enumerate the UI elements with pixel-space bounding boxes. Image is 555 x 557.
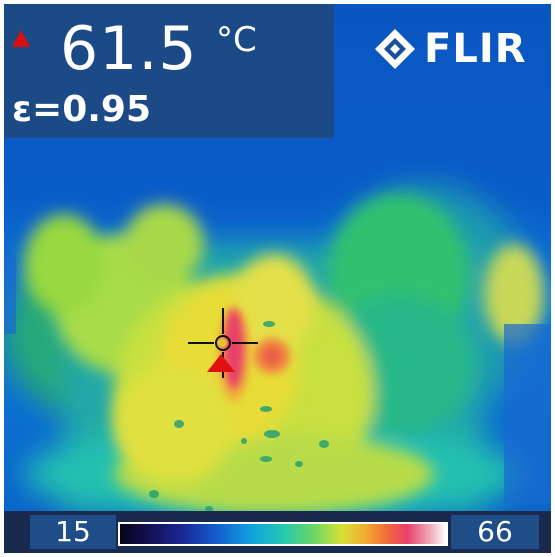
color-palette-gradient (118, 522, 448, 546)
scale-min-label: 15 (55, 515, 91, 548)
temperature-unit: °C (216, 20, 257, 60)
flir-logo: FLIR (374, 24, 550, 74)
emissivity-value: ε=0.95 (12, 89, 152, 130)
crosshair-icon (188, 308, 258, 378)
thermal-image (4, 4, 551, 553)
flir-logo-text: FLIR (424, 26, 527, 72)
spot-temperature: 61.5 (60, 14, 198, 84)
thermal-camera-view: 61.5 °C ε=0.95 FLIR 15 66 (4, 4, 551, 553)
temperature-readout: 61.5 °C ε=0.95 (4, 4, 334, 138)
scale-min-box: 15 (30, 515, 116, 549)
triangle-up-icon (12, 30, 30, 47)
scale-max-label: 66 (477, 515, 513, 548)
temperature-scale-bar: 15 66 (4, 511, 551, 553)
hotspot-triangle-icon (207, 354, 235, 372)
scale-max-box: 66 (451, 515, 539, 549)
flir-diamond-icon (375, 29, 415, 69)
